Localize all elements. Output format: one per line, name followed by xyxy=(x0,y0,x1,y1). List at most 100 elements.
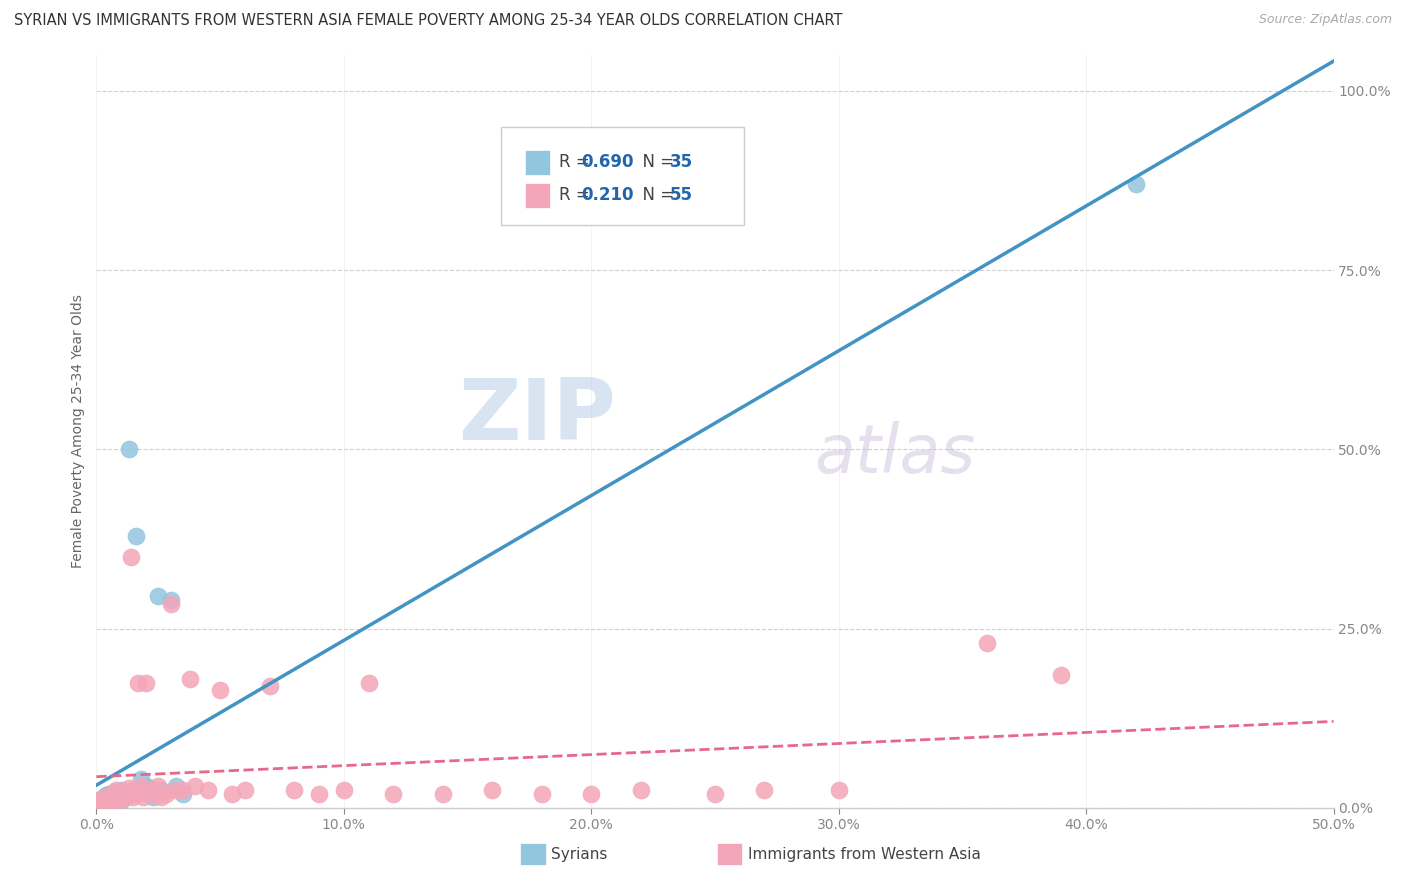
Point xyxy=(530,787,553,801)
Point xyxy=(125,528,148,542)
Point xyxy=(110,788,132,802)
Point xyxy=(90,792,112,806)
Point xyxy=(110,794,132,808)
Point xyxy=(96,788,118,802)
Point xyxy=(90,795,112,809)
Text: Source: ZipAtlas.com: Source: ZipAtlas.com xyxy=(1258,13,1392,27)
Point xyxy=(100,795,122,809)
Point xyxy=(209,682,232,697)
Point xyxy=(122,790,145,805)
Point xyxy=(103,787,125,801)
Point xyxy=(172,783,194,797)
Text: N =: N = xyxy=(631,153,679,171)
Point xyxy=(93,797,115,811)
Point xyxy=(97,787,120,801)
Point xyxy=(129,772,152,787)
Point xyxy=(100,788,122,802)
Point xyxy=(703,787,725,801)
Point xyxy=(159,593,181,607)
Point xyxy=(87,797,110,812)
Point xyxy=(132,790,155,805)
Point xyxy=(96,790,118,805)
Point xyxy=(165,780,187,794)
Text: ZIP: ZIP xyxy=(458,375,616,458)
Point xyxy=(308,787,330,801)
Point xyxy=(283,783,305,797)
Text: atlas: atlas xyxy=(814,421,974,487)
Point xyxy=(103,785,125,799)
Point xyxy=(125,787,148,801)
Point xyxy=(221,787,243,801)
Point xyxy=(148,780,170,794)
Point xyxy=(105,794,128,808)
Point xyxy=(1050,668,1073,682)
Point xyxy=(122,783,145,797)
Point xyxy=(579,787,602,801)
Text: Immigrants from Western Asia: Immigrants from Western Asia xyxy=(748,847,981,862)
Point xyxy=(148,590,170,604)
Point xyxy=(117,442,139,457)
Point xyxy=(976,636,998,650)
Point xyxy=(357,675,380,690)
Point xyxy=(135,675,157,690)
Point xyxy=(96,794,118,808)
Point xyxy=(630,783,652,797)
Text: 0.690: 0.690 xyxy=(581,153,634,171)
Point xyxy=(120,549,142,564)
Point xyxy=(122,783,145,797)
Point xyxy=(97,796,120,810)
Point xyxy=(754,783,776,797)
Text: 55: 55 xyxy=(669,186,693,204)
Point xyxy=(110,785,132,799)
Point xyxy=(107,794,129,808)
Point xyxy=(100,790,122,805)
Point xyxy=(105,790,128,805)
Point xyxy=(127,675,149,690)
Point xyxy=(105,788,128,802)
Point xyxy=(149,783,172,797)
Text: SYRIAN VS IMMIGRANTS FROM WESTERN ASIA FEMALE POVERTY AMONG 25-34 YEAR OLDS CORR: SYRIAN VS IMMIGRANTS FROM WESTERN ASIA F… xyxy=(14,13,842,29)
Point xyxy=(149,790,172,805)
Point xyxy=(142,787,165,801)
Point xyxy=(115,787,138,801)
Point xyxy=(142,790,165,805)
Text: 0.210: 0.210 xyxy=(581,186,634,204)
Point xyxy=(159,597,181,611)
Point xyxy=(110,783,132,797)
Point xyxy=(382,787,405,801)
Point xyxy=(1125,178,1147,192)
Point xyxy=(432,787,454,801)
Point xyxy=(117,780,139,795)
Point xyxy=(184,780,207,794)
Point xyxy=(333,783,356,797)
Point xyxy=(93,790,115,805)
Point xyxy=(100,795,122,809)
Point xyxy=(172,787,194,801)
Point xyxy=(233,783,256,797)
Point xyxy=(136,787,159,801)
Point xyxy=(103,792,125,806)
Point xyxy=(90,792,112,806)
Point xyxy=(103,792,125,806)
Point xyxy=(112,790,135,805)
Text: R =: R = xyxy=(558,153,595,171)
Text: 35: 35 xyxy=(669,153,693,171)
Text: R =: R = xyxy=(558,186,595,204)
Point xyxy=(115,790,138,805)
Point xyxy=(197,783,219,797)
Point xyxy=(87,795,110,809)
Point xyxy=(165,783,187,797)
Point xyxy=(481,783,503,797)
Point xyxy=(259,679,281,693)
Point xyxy=(139,780,162,795)
Point xyxy=(152,785,174,799)
Point xyxy=(139,783,162,797)
Point xyxy=(107,790,129,805)
Text: N =: N = xyxy=(631,186,679,204)
Point xyxy=(129,780,152,794)
Point xyxy=(105,783,128,797)
Point xyxy=(155,787,177,801)
Point xyxy=(135,780,157,794)
Text: Syrians: Syrians xyxy=(551,847,607,862)
Y-axis label: Female Poverty Among 25-34 Year Olds: Female Poverty Among 25-34 Year Olds xyxy=(72,294,86,568)
